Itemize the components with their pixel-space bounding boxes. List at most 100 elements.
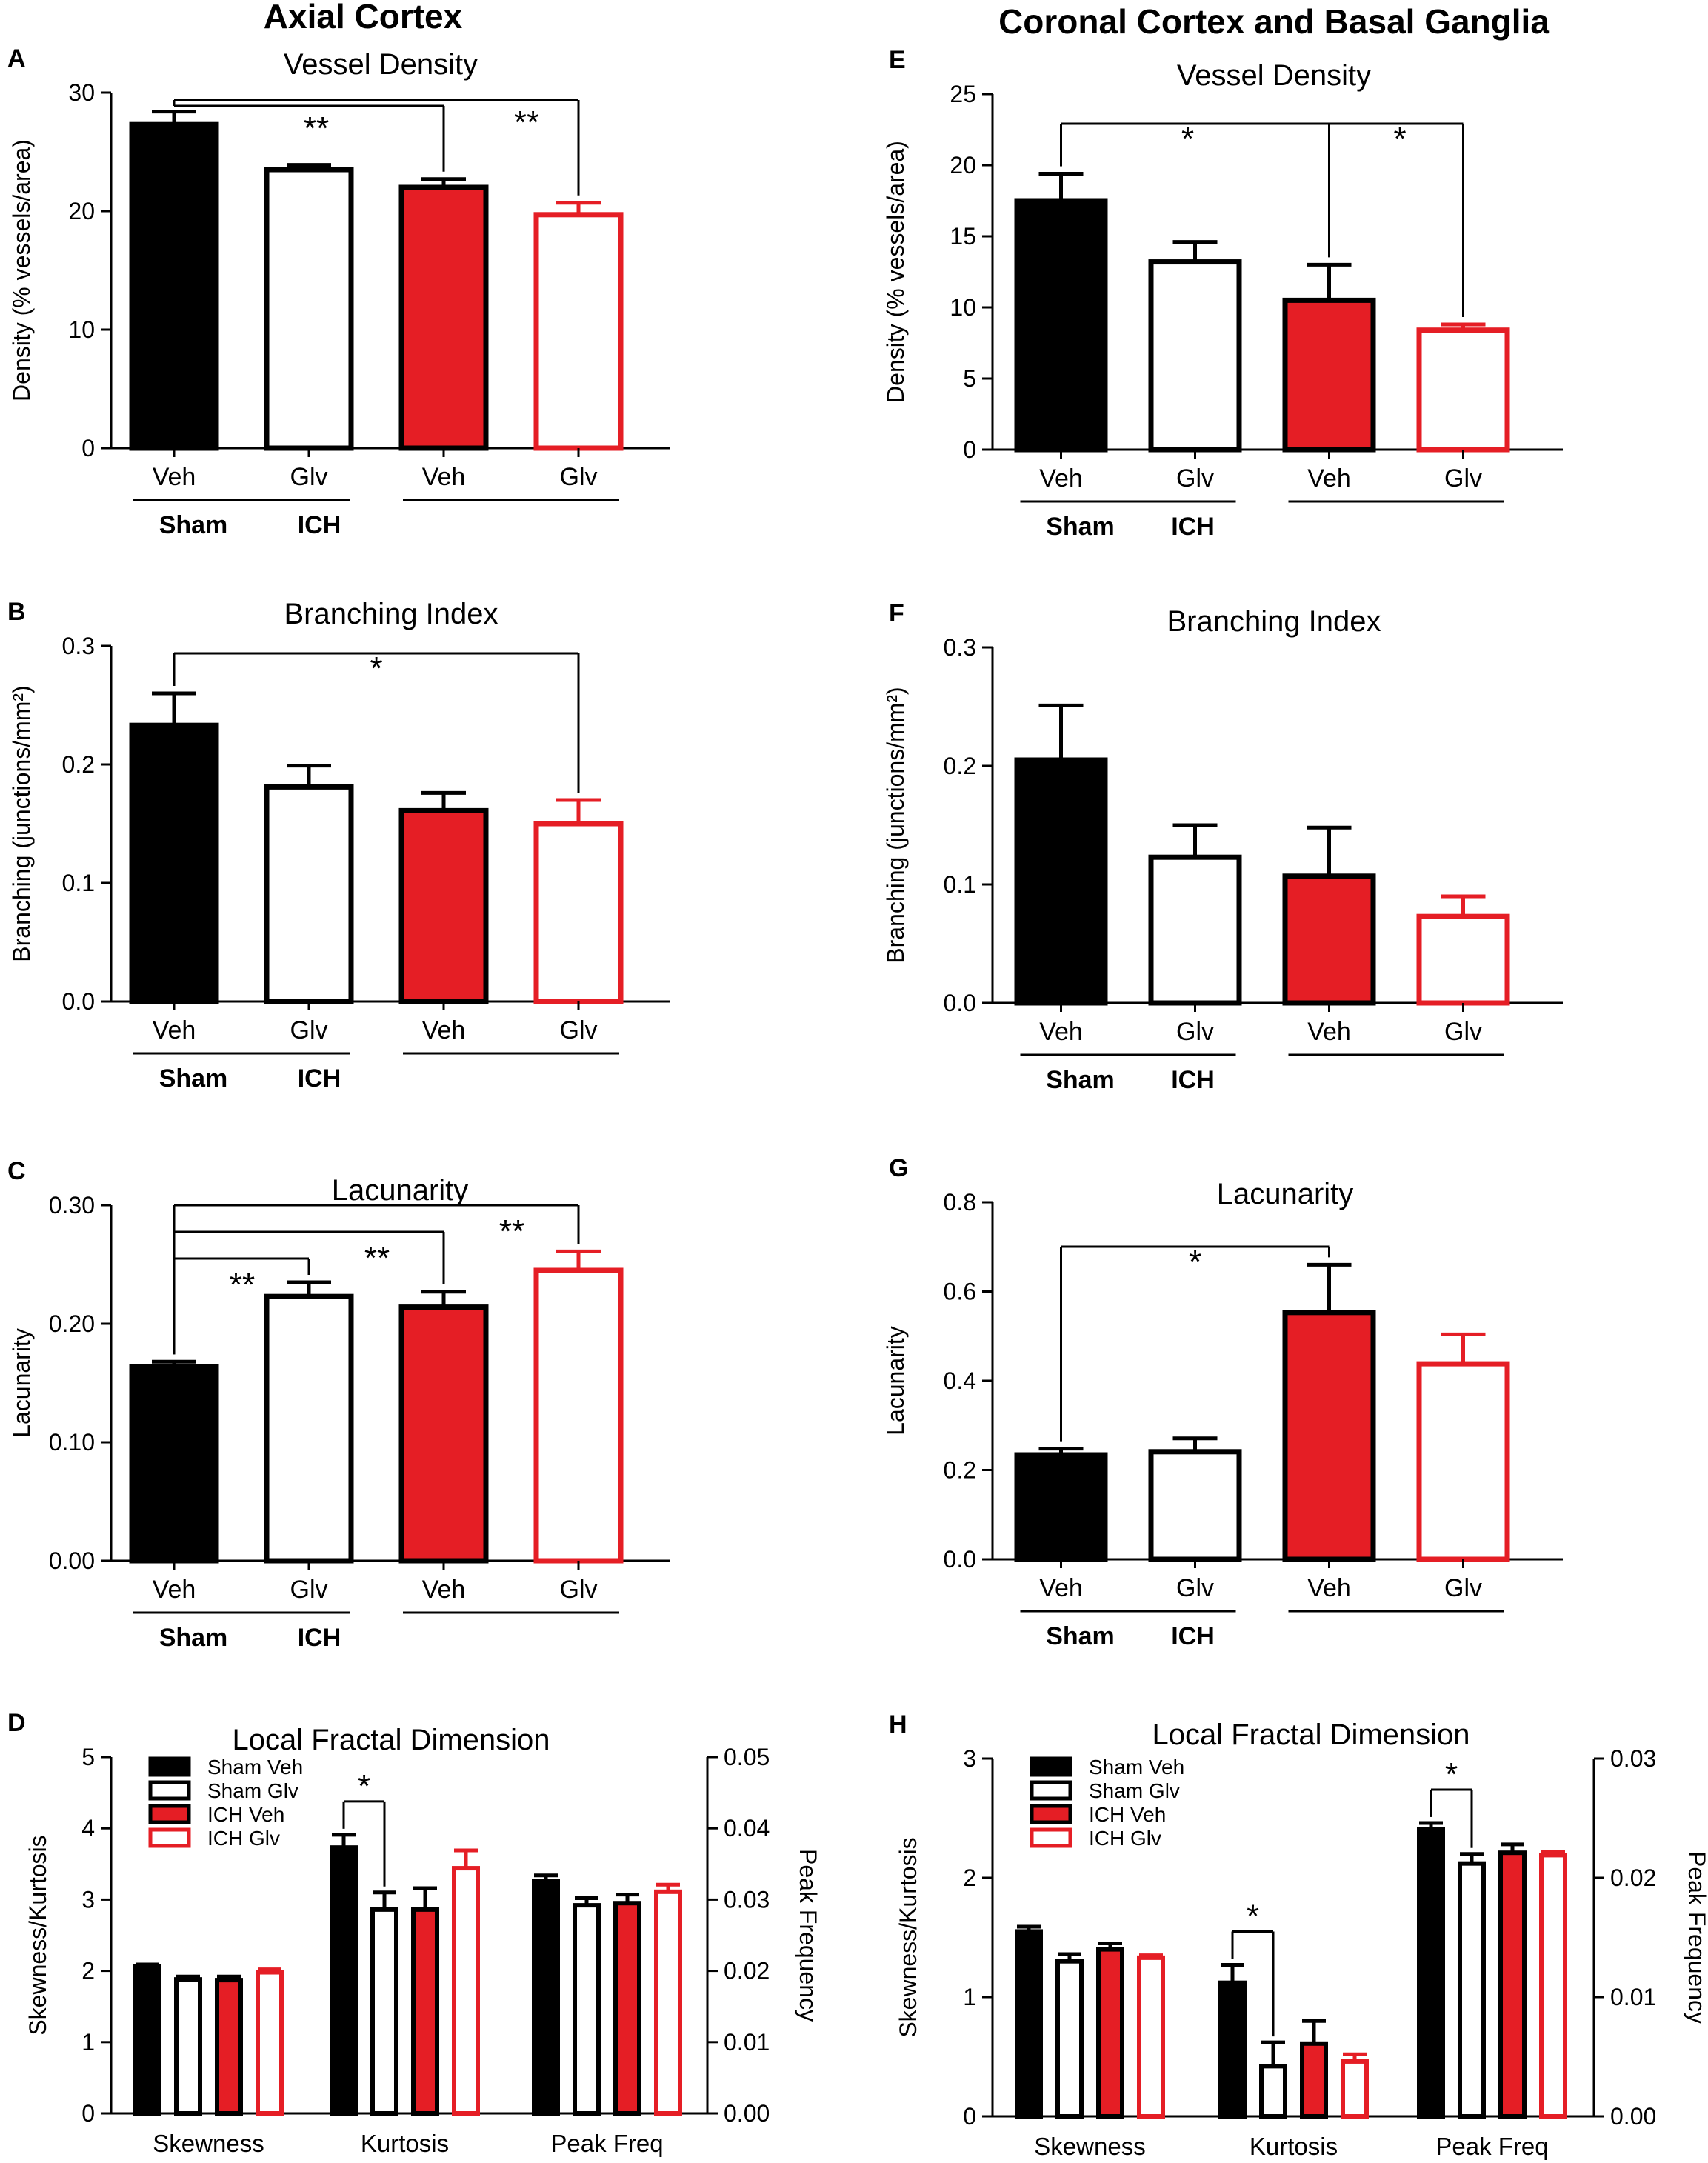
panel-H: H Local Fractal Dimension 0 1 2 3 Skewness/Kur… bbox=[889, 1710, 1708, 2160]
legend-swatch bbox=[148, 1756, 191, 1777]
significance-label: * bbox=[1247, 1899, 1259, 1935]
y-tick-label: 0 bbox=[81, 2100, 95, 2127]
x-tick-label: Glv bbox=[1176, 1018, 1214, 1046]
legend-label: ICH Veh bbox=[1089, 1803, 1166, 1826]
bar-veh-ich bbox=[398, 807, 489, 1004]
bar-veh-sham bbox=[1014, 198, 1108, 453]
bar-glv-ich bbox=[533, 821, 624, 1004]
bar-sham-glv-skewness bbox=[174, 1977, 202, 2116]
bar-glv-sham bbox=[264, 167, 354, 451]
bar-veh-ich bbox=[1282, 297, 1376, 453]
bar-ich-glv-kurtosis bbox=[1341, 2059, 1369, 2119]
legend-swatch bbox=[1030, 1780, 1072, 1801]
bar-glv-sham bbox=[264, 1293, 354, 1564]
bar-ich-glv-skewness bbox=[256, 1970, 284, 2116]
legend-swatch bbox=[148, 1780, 191, 1801]
legend-swatch bbox=[1030, 1827, 1072, 1848]
y-tick-label: 0.3 bbox=[62, 633, 95, 659]
x-tick-label: Glv bbox=[1444, 1018, 1482, 1046]
heading-axial-cortex: Axial Cortex bbox=[264, 0, 463, 36]
y-axis-title: Branching (junctions/mm²) bbox=[8, 685, 35, 961]
bar-veh-ich bbox=[398, 184, 489, 451]
x-tick-label: Glv bbox=[290, 1576, 328, 1604]
panel-letter: H bbox=[889, 1710, 907, 1739]
x-tick-label: Glv bbox=[560, 463, 598, 491]
y-tick-label: 0.0 bbox=[62, 988, 95, 1015]
bar-glv-ich bbox=[533, 1267, 624, 1564]
legend-label: ICH Glv bbox=[1089, 1827, 1161, 1850]
group-label-ich: ICH bbox=[298, 1624, 341, 1652]
y-axis-title: Lacunarity bbox=[882, 1326, 909, 1436]
y-tick-label: 0.4 bbox=[944, 1367, 976, 1394]
bar-glv-ich bbox=[533, 212, 624, 451]
significance-label: ** bbox=[499, 1213, 524, 1250]
legend-swatch bbox=[1030, 1804, 1072, 1824]
bar-ich-veh-kurtosis bbox=[411, 1907, 439, 2116]
y2-axis-title: Peak Frequency bbox=[795, 1849, 821, 2022]
group-label-sham: Sham bbox=[1046, 513, 1115, 541]
y2-tick-label: 0.05 bbox=[724, 1744, 770, 1770]
panel-letter: E bbox=[889, 46, 906, 74]
x-tick-label: Veh bbox=[1039, 1018, 1083, 1046]
bar-glv-sham bbox=[1148, 1449, 1242, 1562]
bar-sham-veh-peak-freq bbox=[532, 1879, 560, 2116]
x-tick-label: Glv bbox=[290, 463, 328, 491]
group-label-ich: ICH bbox=[1171, 513, 1215, 541]
chart-title: Vessel Density bbox=[1177, 59, 1371, 92]
bar-glv-sham bbox=[264, 784, 354, 1004]
y2-tick-label: 0.03 bbox=[1610, 1745, 1656, 1772]
bar-sham-veh-skewness bbox=[133, 1964, 161, 2116]
bar-veh-ich bbox=[1282, 1310, 1376, 1562]
y-tick-label: 0 bbox=[81, 435, 95, 461]
bar-sham-veh-kurtosis bbox=[1218, 1980, 1247, 2119]
x-tick-label: Peak Freq bbox=[1435, 2133, 1548, 2160]
y-tick-label: 0.8 bbox=[944, 1189, 976, 1216]
y-tick-label: 0.0 bbox=[944, 1546, 976, 1573]
bar-ich-glv-skewness bbox=[1137, 1955, 1165, 2119]
y-tick-label: 0.3 bbox=[944, 634, 976, 661]
bar-sham-glv-kurtosis bbox=[1259, 2064, 1287, 2119]
group-label-ich: ICH bbox=[298, 511, 341, 539]
x-tick-label: Veh bbox=[422, 1576, 466, 1604]
y-tick-label: 0.20 bbox=[49, 1310, 95, 1337]
x-tick-label: Veh bbox=[153, 1016, 196, 1044]
y-tick-label: 20 bbox=[68, 198, 95, 224]
group-label-sham: Sham bbox=[159, 1624, 228, 1652]
legend-label: Sham Veh bbox=[207, 1756, 303, 1779]
y-tick-label: 3 bbox=[81, 1886, 95, 1913]
y-axis-title: Lacunarity bbox=[8, 1328, 35, 1438]
legend-swatch bbox=[148, 1827, 191, 1848]
legend-label: Sham Veh bbox=[1089, 1756, 1184, 1779]
bar-ich-veh-peak-freq bbox=[1498, 1850, 1527, 2119]
x-tick-label: Veh bbox=[1039, 464, 1083, 493]
x-tick-label: Skewness bbox=[1034, 2133, 1145, 2160]
bar-sham-glv-peak-freq bbox=[1458, 1861, 1486, 2119]
bar-sham-veh-skewness bbox=[1015, 1929, 1043, 2119]
y-tick-label: 1 bbox=[81, 2029, 95, 2056]
panel-C: C Lacunarity 0.00 0.10 0.20 0.30 Lacunarity Veh… bbox=[7, 1157, 670, 1652]
y-tick-label: 0.1 bbox=[62, 870, 95, 896]
x-tick-label: Veh bbox=[1307, 1574, 1351, 1602]
legend-swatch bbox=[148, 1804, 191, 1824]
y2-tick-label: 0.00 bbox=[1610, 2103, 1656, 2130]
panel-letter: C bbox=[7, 1157, 26, 1185]
bar-veh-sham bbox=[129, 1364, 219, 1564]
x-tick-label: Veh bbox=[1307, 464, 1351, 493]
legend-label: Sham Glv bbox=[207, 1779, 298, 1802]
x-tick-label: Glv bbox=[560, 1576, 598, 1604]
chart-title: Branching Index bbox=[284, 598, 498, 630]
x-tick-label: Veh bbox=[153, 463, 196, 491]
panel-A: A Vessel Density 0 10 20 30 Density (% vessels… bbox=[7, 44, 670, 539]
bar-sham-glv-peak-freq bbox=[573, 1903, 601, 2116]
bar-glv-ich bbox=[1416, 327, 1510, 453]
bar-ich-veh-skewness bbox=[1096, 1947, 1124, 2119]
chart-title: Branching Index bbox=[1167, 605, 1381, 638]
group-label-ich: ICH bbox=[1171, 1622, 1215, 1650]
group-label-ich: ICH bbox=[298, 1064, 341, 1093]
y2-tick-label: 0.02 bbox=[724, 1958, 770, 1984]
y-tick-label: 0.2 bbox=[944, 753, 976, 779]
bar-glv-sham bbox=[1148, 854, 1242, 1006]
significance-label: * bbox=[370, 650, 382, 687]
bar-sham-veh-kurtosis bbox=[330, 1845, 358, 2116]
y2-tick-label: 0.03 bbox=[724, 1886, 770, 1913]
